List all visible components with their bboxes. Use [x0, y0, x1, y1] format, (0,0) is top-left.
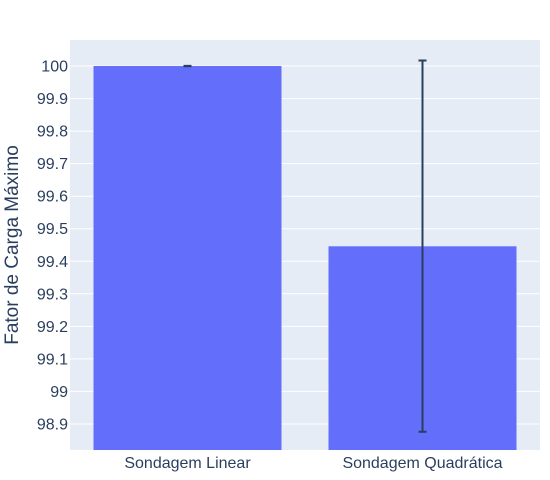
x-axis-ticks: Sondagem Linear Sondagem Quadrática — [124, 455, 502, 472]
y-axis-title: Fator de Carga Máximo — [2, 145, 23, 345]
y-tick-label: 99.9 — [37, 91, 68, 108]
y-tick-label: 99.4 — [37, 254, 68, 271]
y-tick-label: 99.1 — [37, 351, 68, 368]
y-tick-label: 100 — [41, 59, 68, 76]
bars — [93, 66, 517, 451]
x-tick-label: Sondagem Linear — [124, 455, 251, 472]
error-bars — [183, 59, 427, 433]
y-tick-label: 98.9 — [37, 416, 68, 433]
error-bar-1 — [418, 59, 427, 433]
y-tick-label: 99 — [50, 384, 68, 401]
y-tick-label: 99.6 — [37, 189, 68, 206]
y-tick-label: 99.3 — [37, 286, 68, 303]
y-axis-ticks: 98.9 99 99.1 99.2 99.3 99.4 99.5 99.6 99.7 99.8 99… — [37, 59, 68, 434]
y-tick-label: 99.2 — [37, 319, 68, 336]
y-tick-label: 99.7 — [37, 156, 68, 173]
y-tick-label: 99.8 — [37, 124, 68, 141]
bar-0 — [93, 66, 282, 451]
y-tick-label: 99.5 — [37, 221, 68, 238]
x-tick-label: Sondagem Quadrática — [342, 455, 502, 472]
